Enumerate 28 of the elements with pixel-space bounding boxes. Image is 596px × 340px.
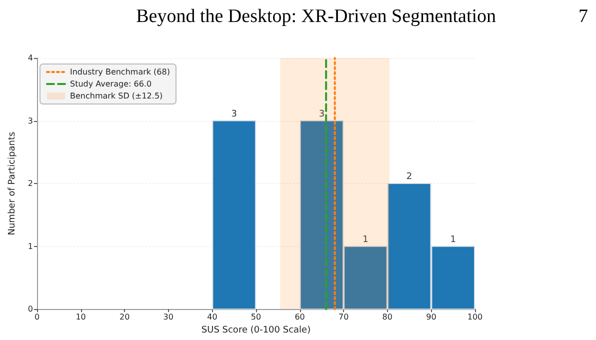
y-tick-label: 0 xyxy=(28,304,33,314)
y-axis-title: Number of Participants xyxy=(8,132,18,236)
x-tick-label: 0 xyxy=(34,312,40,322)
legend-label: Benchmark SD (±12.5) xyxy=(70,92,163,100)
data-label: 2 xyxy=(406,172,412,182)
y-tick-label: 3 xyxy=(28,116,33,126)
x-tick-label: 30 xyxy=(163,312,174,322)
x-tick-label: 10 xyxy=(76,312,86,322)
x-tick-label: 90 xyxy=(426,312,436,322)
x-tick-label: 50 xyxy=(250,312,262,322)
x-tick-label: 80 xyxy=(382,312,392,322)
data-label: 3 xyxy=(231,109,237,120)
x-axis-title: SUS Score (0-100 Scale) xyxy=(201,326,311,336)
legend-label: Industry Benchmark (68) xyxy=(70,68,170,76)
data-label: 1 xyxy=(362,234,368,245)
y-tick-label: 2 xyxy=(28,179,33,188)
data-label: 3 xyxy=(318,109,325,120)
x-tick-label: 60 xyxy=(294,312,305,322)
x-tick-label: 70 xyxy=(338,312,349,322)
text: Beyond the Desktop: XR-Driven Segmentation xyxy=(136,6,496,28)
x-tick-label: 100 xyxy=(467,312,483,322)
legend-label: Study Average: 66.0 xyxy=(70,80,152,88)
x-tick-label: 40 xyxy=(207,312,218,322)
x-tick-label: 20 xyxy=(120,312,130,322)
text: 7 xyxy=(578,6,588,28)
data-label: 1 xyxy=(450,234,456,245)
y-tick-label: 1 xyxy=(28,242,33,251)
y-tick-label: 4 xyxy=(28,54,33,62)
